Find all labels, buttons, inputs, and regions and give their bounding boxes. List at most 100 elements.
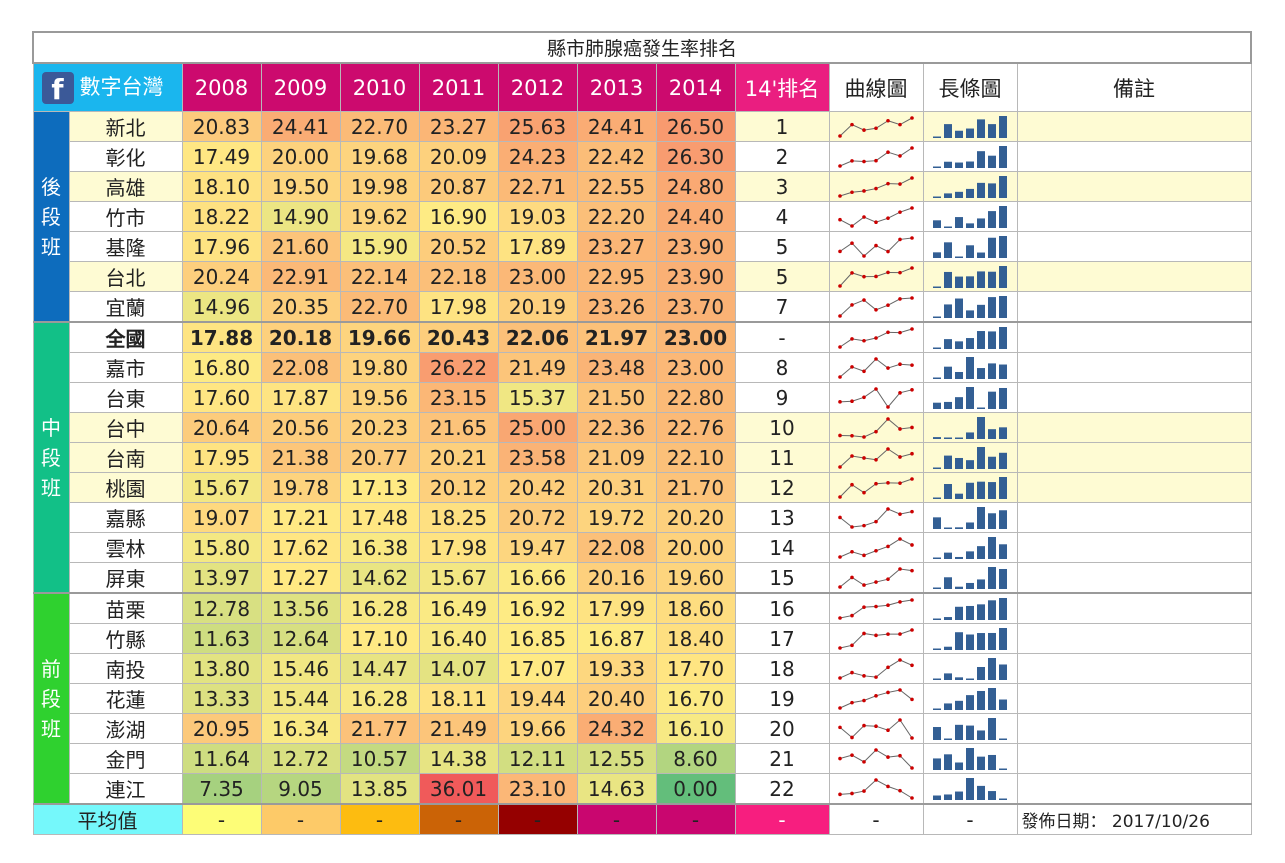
- bar: [999, 543, 1007, 559]
- sparkline-point: [886, 602, 890, 607]
- bar-cell: [922, 592, 1018, 624]
- bar: [999, 768, 1007, 770]
- rate-cell-2008: 13.33: [181, 683, 262, 714]
- bar: [933, 557, 941, 559]
- bar: [955, 762, 963, 770]
- rate-cell-2010: 22.70: [339, 291, 420, 323]
- table-row: 嘉縣 19.07 17.21 17.48 18.25 20.72 19.72 20.20 13: [33, 502, 1252, 533]
- sparkline-point: [850, 643, 854, 647]
- bar: [933, 136, 941, 138]
- sparkline-point: [910, 568, 914, 572]
- rate-cell-2014: 22.10: [655, 442, 736, 473]
- city-name: 新北: [68, 111, 183, 142]
- group-label-char: 班: [41, 234, 61, 259]
- sparkline-point: [862, 490, 866, 494]
- note-cell: [1016, 231, 1252, 262]
- sparkline-point: [862, 582, 866, 587]
- bar: [966, 309, 974, 318]
- sparkline-point: [874, 186, 878, 190]
- rate-cell-2009: 20.00: [260, 141, 341, 172]
- bar: [977, 506, 985, 529]
- sparkline-point: [910, 425, 914, 429]
- sparkline-point: [874, 335, 878, 340]
- sparkline-point: [874, 125, 878, 130]
- sparkline-chart: [838, 205, 914, 228]
- rate-cell-2011: 14.07: [418, 653, 499, 684]
- rate-cell-2013: 20.31: [576, 472, 657, 503]
- bar: [966, 521, 974, 529]
- rate-cell-2008: 20.83: [181, 111, 262, 142]
- rate-cell-2013: 20.40: [576, 683, 657, 714]
- rate-cell-2012: 19.66: [497, 713, 578, 744]
- group-label-char: 前: [41, 656, 61, 681]
- year-header-2014: 2014: [655, 62, 736, 112]
- sparkline-point: [898, 753, 902, 757]
- rate-cell-2011: 23.27: [418, 111, 499, 142]
- bar: [933, 618, 941, 620]
- bar: [933, 587, 941, 589]
- sparkline-point: [910, 795, 914, 800]
- bar: [977, 150, 985, 168]
- rate-cell-2011: 26.22: [418, 352, 499, 383]
- bar: [999, 205, 1007, 228]
- sparkline-cell: [828, 382, 924, 413]
- city-name: 金門: [68, 743, 183, 774]
- rank-cell: 21: [734, 743, 830, 774]
- rank-cell: 5: [734, 231, 830, 262]
- rate-cell-2013: 21.97: [576, 321, 657, 353]
- sparkline-point: [898, 599, 902, 604]
- bar: [955, 256, 963, 258]
- bar: [944, 738, 952, 740]
- rate-cell-2008: 17.88: [181, 321, 262, 353]
- sparkline-cell: [828, 743, 924, 774]
- bar: [955, 724, 963, 740]
- sparkline-point: [898, 631, 902, 636]
- bar-cell: [922, 653, 1018, 684]
- sparkline-point: [838, 494, 842, 499]
- sparkline-point: [838, 433, 842, 437]
- sparkline-chart: [838, 657, 914, 680]
- sparkline-point: [886, 270, 890, 274]
- year-header-2009: 2009: [260, 62, 341, 112]
- sparkline-point: [910, 115, 914, 120]
- bar-cell: [922, 743, 1018, 774]
- bar-chart: [933, 687, 1007, 710]
- rate-cell-2014: 23.70: [655, 291, 736, 323]
- bar: [966, 482, 974, 499]
- bar: [944, 672, 952, 680]
- bar: [966, 244, 974, 258]
- sparkline-point: [850, 482, 854, 487]
- rate-cell-2013: 23.48: [576, 352, 657, 383]
- bar: [988, 790, 996, 800]
- sparkline-point: [898, 511, 902, 516]
- rate-cell-2011: 20.21: [418, 442, 499, 473]
- bar: [933, 726, 941, 740]
- rank-cell: -: [734, 321, 830, 353]
- sparkline-cell: [828, 442, 924, 473]
- table-row: 嘉市 16.80 22.08 19.80 26.22 21.49 23.48 23.00 8: [33, 352, 1252, 383]
- sparkline-point: [850, 670, 854, 674]
- bar: [988, 536, 996, 559]
- rate-cell-2013: 22.55: [576, 171, 657, 202]
- sparkline-point: [838, 554, 842, 559]
- city-name: 竹縣: [68, 623, 183, 654]
- table-title: 縣市肺腺癌發生率排名: [31, 31, 1253, 64]
- sparkline-chart: [838, 326, 914, 349]
- bar-chart: [933, 205, 1007, 228]
- note-cell: [1016, 412, 1252, 443]
- bar-chart: [933, 506, 1007, 529]
- bar-cell: [922, 683, 1018, 714]
- rate-cell-2012: 16.85: [497, 623, 578, 654]
- bar: [966, 725, 974, 740]
- rate-cell-2011: 20.09: [418, 141, 499, 172]
- bar-cell: [922, 171, 1018, 202]
- brand-header[interactable]: f 數字台灣: [32, 62, 183, 112]
- sparkline-point: [838, 756, 842, 760]
- sparkline-line: [839, 507, 913, 528]
- bar: [966, 678, 974, 680]
- rate-cell-2012: 17.07: [497, 653, 578, 684]
- rate-cell-2010: 19.80: [339, 352, 420, 383]
- sparkline-point: [910, 235, 914, 240]
- rate-cell-2011: 17.98: [418, 532, 499, 563]
- sparkline-point: [874, 274, 878, 278]
